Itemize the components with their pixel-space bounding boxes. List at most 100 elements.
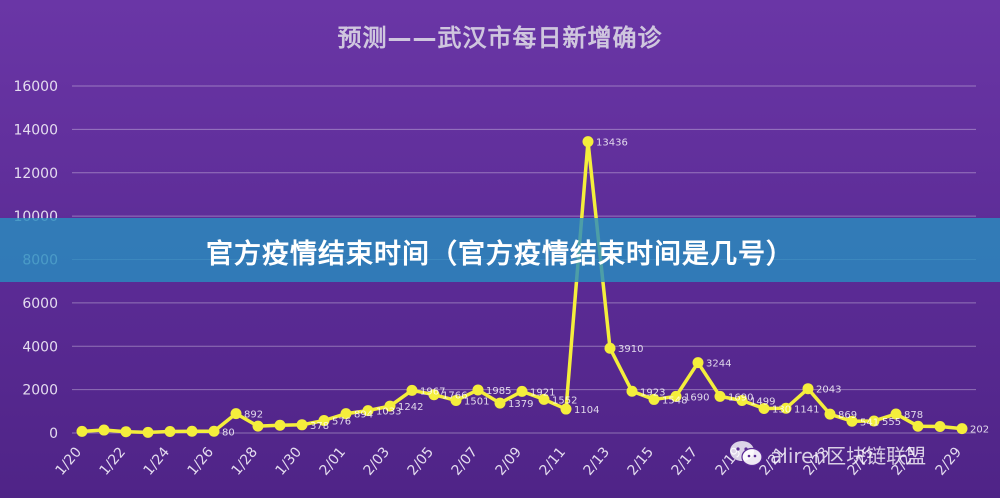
data-label: 3910 xyxy=(618,344,643,355)
data-point xyxy=(230,408,242,420)
y-tick-label: 16000 xyxy=(13,79,58,95)
data-label: 555 xyxy=(882,417,901,428)
data-label: 1141 xyxy=(794,404,819,415)
data-point xyxy=(868,415,880,427)
y-tick-label: 6000 xyxy=(22,296,58,312)
data-point xyxy=(406,384,418,396)
data-point xyxy=(186,425,198,437)
data-point xyxy=(120,426,132,438)
y-tick-label: 4000 xyxy=(22,339,58,355)
data-point xyxy=(208,425,220,437)
data-label: 869 xyxy=(838,410,857,421)
data-label: 1104 xyxy=(574,405,599,416)
wechat-icon xyxy=(730,441,763,467)
data-point xyxy=(758,402,770,414)
y-tick-label: 14000 xyxy=(13,122,58,138)
data-point xyxy=(604,342,616,354)
data-point xyxy=(648,393,660,405)
data-label: 378 xyxy=(310,421,329,432)
watermark-text: aliren区块链联盟 xyxy=(770,443,927,468)
data-label: 894 xyxy=(354,410,373,421)
watermark: aliren区块链联盟 xyxy=(728,436,926,472)
data-label: 1921 xyxy=(530,387,555,398)
x-tick-label: 1/26 xyxy=(185,444,218,478)
x-tick-label: 2/05 xyxy=(405,444,437,478)
data-point xyxy=(494,397,506,409)
data-point xyxy=(780,402,792,414)
data-label: 878 xyxy=(904,410,923,421)
data-label: 1033 xyxy=(376,407,401,418)
data-point xyxy=(318,415,330,427)
data-label: 1690 xyxy=(684,392,709,403)
x-tick-label: 1/20 xyxy=(53,444,85,478)
article-title-banner: 官方疫情结束时间（官方疫情结束时间是几号） xyxy=(0,218,1000,282)
data-label: 1967 xyxy=(420,386,445,397)
x-tick-label: 1/24 xyxy=(141,444,174,478)
x-tick-label: 2/01 xyxy=(317,444,349,478)
data-point xyxy=(98,424,110,436)
data-label: 576 xyxy=(332,417,351,428)
data-label: 1690 xyxy=(728,392,753,403)
data-point xyxy=(626,385,638,397)
data-point xyxy=(428,389,440,401)
y-tick-label: 2000 xyxy=(22,383,58,399)
data-point xyxy=(516,385,528,397)
data-point xyxy=(846,415,858,427)
data-point xyxy=(142,426,154,438)
data-label: 80 xyxy=(222,427,235,438)
data-point xyxy=(560,403,572,415)
data-point xyxy=(274,419,286,431)
data-point xyxy=(890,408,902,420)
data-point xyxy=(912,420,924,432)
x-tick-label: 1/30 xyxy=(273,444,305,478)
data-label: 202 xyxy=(970,425,989,436)
data-label: 1379 xyxy=(508,399,533,410)
data-point xyxy=(934,421,946,433)
data-point xyxy=(164,425,176,437)
data-point xyxy=(670,390,682,402)
data-label: 1766 xyxy=(442,391,467,402)
data-label: 13436 xyxy=(596,138,628,149)
data-point xyxy=(714,390,726,402)
data-point xyxy=(736,394,748,406)
data-label: 541 xyxy=(860,417,879,428)
series-points-layer xyxy=(76,136,968,438)
x-tick-label: 2/11 xyxy=(537,444,569,478)
x-tick-label: 2/13 xyxy=(581,444,613,478)
x-tick-label: 1/22 xyxy=(97,444,129,478)
data-point xyxy=(384,400,396,412)
y-tick-label: 12000 xyxy=(13,166,58,182)
data-label: 1985 xyxy=(486,386,511,397)
data-point xyxy=(76,425,88,437)
data-label: 1242 xyxy=(398,402,423,413)
data-label: 1552 xyxy=(552,395,577,406)
data-label: 892 xyxy=(244,410,263,421)
data-point xyxy=(296,419,308,431)
data-point xyxy=(252,420,264,432)
x-tick-label: 2/07 xyxy=(449,444,481,478)
data-point xyxy=(824,408,836,420)
data-label: 130 xyxy=(772,404,791,415)
data-label: 2043 xyxy=(816,385,841,396)
data-label: 3244 xyxy=(706,359,731,370)
x-tick-label: 2/29 xyxy=(933,444,965,478)
data-point xyxy=(450,394,462,406)
data-label: 1501 xyxy=(464,396,489,407)
data-point xyxy=(472,384,484,396)
x-tick-label: 2/09 xyxy=(493,444,525,478)
y-tick-label: 0 xyxy=(49,426,58,442)
data-point xyxy=(802,383,814,395)
data-point xyxy=(582,136,594,148)
article-title: 官方疫情结束时间（官方疫情结束时间是几号） xyxy=(206,239,794,270)
x-tick-label: 2/17 xyxy=(669,444,701,478)
data-point xyxy=(340,408,352,420)
data-label: 1499 xyxy=(750,396,775,407)
data-point xyxy=(362,405,374,417)
x-tick-label: 2/03 xyxy=(361,444,393,478)
chart-title: 预测——武汉市每日新增确诊 xyxy=(337,24,663,52)
data-point xyxy=(956,423,968,435)
x-tick-label: 1/28 xyxy=(229,444,261,478)
